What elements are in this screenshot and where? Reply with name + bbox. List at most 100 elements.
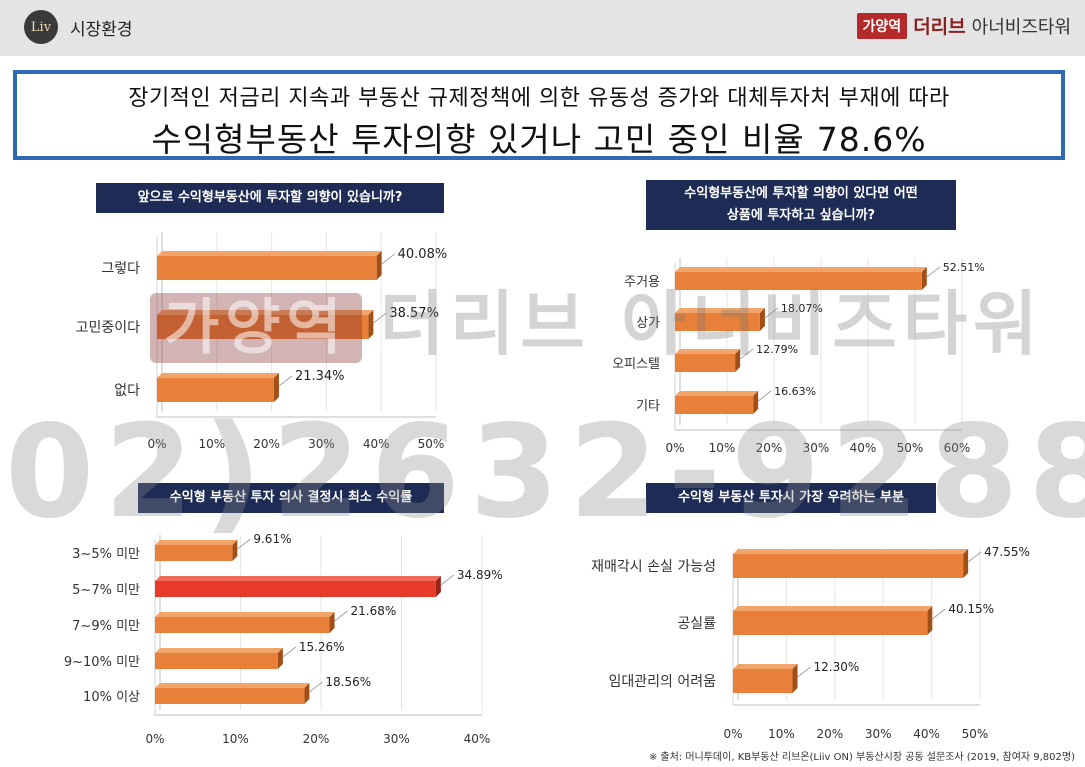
data-label: 38.57% [389,306,439,321]
bar [733,669,793,693]
bar [155,688,305,704]
x-tick-label: 50% [962,727,989,741]
x-tick-label: 20% [253,437,280,451]
data-label: 15.26% [299,640,345,654]
label-leader [278,375,293,387]
bar-top [157,373,279,378]
bar-side [232,540,238,561]
x-tick-label: 20% [756,441,783,455]
category-label: 재매각시 손실 가능성 [591,559,716,575]
bar-side [753,391,759,414]
bar [155,653,278,669]
bar-top [155,612,335,617]
bar [675,396,754,414]
brand-badge: 가양역 [856,12,908,39]
category-label: 9~10% 미만 [64,655,140,670]
label-leader [967,551,982,563]
bar-top [155,576,441,581]
liv-logo: Liv [24,10,58,44]
x-tick-label: 10% [198,437,225,451]
x-tick-label: 30% [383,732,410,746]
brand-logo: 가양역 더리브 아너비즈타워 [856,12,1071,39]
chart2-title-line1: 수익형부동산에 투자할 의향이 있다면 어떤 [684,186,918,201]
data-label: 9.61% [253,532,291,546]
brand-main: 더리브 [913,16,966,38]
bar-side [927,606,933,635]
bar-side [304,683,310,704]
x-tick-label: 30% [865,727,892,741]
bar [157,256,377,280]
bar-top [157,251,382,256]
section-title: 시장환경 [70,20,133,40]
bar [157,378,274,402]
category-label: 그렇다 [101,261,140,277]
x-tick-label: 0% [723,727,742,741]
data-label: 34.89% [457,568,503,582]
chart2-title: 수익형부동산에 투자할 의향이 있다면 어떤 상품에 투자하고 싶습니까? [646,180,956,230]
x-tick-label: 40% [850,441,877,455]
label-leader [932,608,946,620]
headline-line1: 장기적인 저금리 지속과 부동산 규제정책에 의한 유동성 증가와 대체투자처 … [128,86,950,111]
bar-side [273,373,279,402]
x-tick-label: 10% [768,727,795,741]
label-leader [757,390,772,402]
bar [733,554,964,578]
bar-side [329,612,335,633]
x-tick-label: 30% [308,437,335,451]
bar-top [733,549,969,554]
bar-top [733,606,933,611]
bar-top [155,683,310,688]
category-label: 기타 [636,399,660,414]
bar [675,272,922,290]
bar [675,313,760,331]
category-label: 상가 [636,316,660,331]
data-label: 16.63% [774,385,816,398]
chart-2: 0% 10% 20% 30% 40% 50% 60% 52.51% 주거용 18.07% 상가 12.… [612,258,985,455]
x-tick-label: 40% [363,437,390,451]
x-tick-label: 40% [464,732,491,746]
bar [733,611,928,635]
category-label: 공실률 [677,616,716,632]
label-leader [334,610,348,622]
x-tick-label: 30% [803,441,830,455]
x-tick-label: 20% [303,732,330,746]
headline-percent: 78.6% [816,120,927,159]
bar-top [155,540,238,545]
chart-1: 0% 10% 20% 30% 40% 50% 40.08% 그렇다 38.57% 고민중이다 21.… [76,232,447,451]
label-leader [764,307,779,319]
bar-side [735,349,741,372]
data-label: 18.07% [781,302,823,315]
bar [155,617,330,633]
data-label: 12.30% [814,660,860,674]
chart-3: 0% 10% 20% 30% 40% 9.61% 3~5% 미만 34.89% 5~7% 미만 2… [64,532,503,746]
label-leader [440,574,455,586]
bar-top [675,391,759,396]
bar-top [675,349,741,354]
data-label: 21.68% [351,604,397,618]
label-leader [797,666,811,678]
category-label: 5~7% 미만 [72,583,140,598]
data-label: 40.15% [948,602,994,616]
data-label: 12.79% [756,343,798,356]
category-label: 10% 이상 [83,690,140,705]
bar-top [675,267,927,272]
label-leader [926,266,941,278]
headline-line2: 수익형부동산 투자의향 있거나 고민 중인 비율 78.6% [17,113,1061,161]
bar-side [759,308,765,331]
bar-side [376,251,382,280]
label-leader [381,253,395,265]
x-tick-label: 40% [913,727,940,741]
x-tick-label: 0% [665,441,684,455]
bar-side [435,576,441,597]
label-leader [373,312,387,324]
label-leader [739,348,754,360]
bar [155,581,436,597]
data-label: 52.51% [943,261,985,274]
data-label: 18.56% [325,675,371,689]
category-label: 임대관리의 어려움 [609,674,717,690]
x-tick-label: 50% [897,441,924,455]
bar-side [368,310,374,339]
bar-top [157,310,374,315]
category-label: 3~5% 미만 [72,547,140,562]
